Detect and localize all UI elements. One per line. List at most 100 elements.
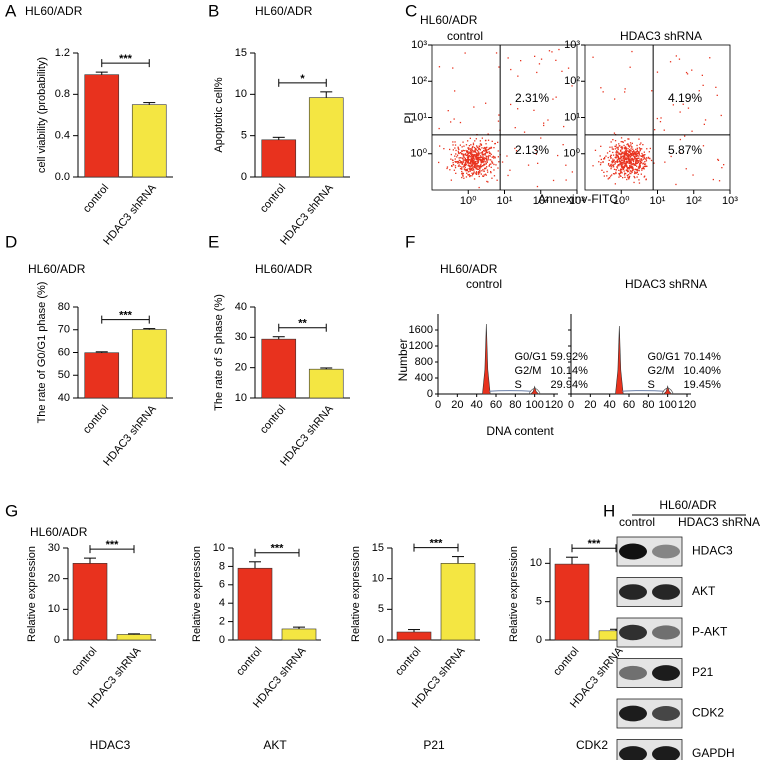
event-dot	[473, 106, 475, 108]
event-dot	[621, 141, 624, 143]
event-dot	[612, 160, 614, 162]
event-dot	[610, 154, 612, 156]
event-dot	[468, 145, 471, 147]
event-dot	[462, 172, 464, 175]
event-dot	[626, 157, 628, 159]
event-dot	[543, 124, 545, 127]
significance-label: *	[300, 73, 305, 85]
event-dot	[468, 159, 470, 161]
phase-percent: 10.14%	[551, 365, 589, 377]
event-dot	[476, 164, 478, 166]
y-axis-label: Relative expression	[26, 546, 38, 642]
panel-label: D	[5, 232, 17, 251]
event-dot	[458, 162, 460, 164]
event-dot	[628, 174, 630, 176]
event-dot	[473, 155, 475, 157]
y-axis-label: Apoptotic cell%	[213, 77, 225, 152]
event-dot	[607, 164, 610, 166]
event-dot	[473, 158, 475, 160]
event-dot	[478, 153, 481, 155]
event-dot	[639, 155, 641, 157]
event-dot	[479, 158, 481, 160]
event-dot	[479, 166, 482, 168]
y-tick-label: 10	[235, 88, 247, 100]
event-dot	[624, 146, 627, 148]
event-dot	[458, 159, 460, 161]
event-dot	[466, 162, 469, 164]
event-dot	[618, 158, 620, 160]
event-dot	[483, 147, 485, 149]
event-dot	[471, 163, 474, 165]
event-dot	[478, 156, 481, 159]
event-dot	[536, 185, 539, 188]
y-tick-label: 5	[378, 603, 384, 615]
event-dot	[464, 158, 466, 160]
event-dot	[452, 164, 455, 166]
event-dot	[640, 162, 642, 164]
event-dot	[453, 118, 455, 120]
event-dot	[497, 150, 499, 152]
event-dot	[615, 172, 617, 175]
event-dot	[604, 156, 606, 159]
event-dot	[691, 69, 693, 71]
event-dot	[443, 148, 445, 150]
event-dot	[465, 149, 467, 152]
event-dot	[638, 168, 640, 170]
blot-band	[652, 544, 680, 559]
x-tick-label: 10⁰	[460, 195, 477, 207]
event-dot	[481, 137, 483, 139]
event-dot	[620, 149, 622, 151]
event-dot	[620, 168, 622, 170]
event-dot	[482, 155, 484, 157]
event-dot	[685, 71, 688, 74]
event-dot	[618, 165, 620, 167]
significance-label: ***	[119, 53, 133, 65]
event-dot	[645, 158, 647, 160]
event-dot	[481, 154, 483, 156]
event-dot	[634, 156, 636, 158]
event-dot	[571, 171, 573, 173]
event-dot	[487, 157, 489, 159]
event-dot	[456, 154, 459, 156]
event-dot	[494, 143, 496, 145]
event-dot	[634, 172, 636, 174]
event-dot	[477, 171, 480, 174]
event-dot	[482, 168, 484, 171]
event-dot	[616, 153, 618, 155]
event-dot	[474, 151, 477, 153]
event-dot	[459, 160, 461, 162]
event-dot	[456, 156, 458, 158]
event-dot	[466, 168, 468, 170]
event-dot	[495, 52, 498, 54]
phase-name: S	[648, 379, 655, 391]
event-dot	[468, 147, 470, 149]
event-dot	[487, 181, 489, 183]
x-tick-label: 0	[568, 399, 574, 411]
event-dot	[634, 172, 636, 175]
event-dot	[619, 145, 621, 147]
event-dot	[466, 159, 468, 162]
event-dot	[685, 168, 687, 170]
event-dot	[487, 148, 490, 151]
event-dot	[630, 158, 632, 160]
event-dot	[613, 159, 615, 161]
x-tick-label: control	[258, 182, 288, 215]
event-dot	[484, 153, 486, 155]
event-dot	[623, 163, 625, 165]
event-dot	[462, 166, 464, 168]
event-dot	[623, 159, 625, 161]
event-dot	[615, 157, 617, 159]
event-dot	[462, 161, 465, 163]
event-dot	[473, 159, 475, 161]
event-dot	[594, 149, 597, 151]
x-axis-label: DNA content	[486, 424, 554, 438]
event-dot	[615, 151, 617, 153]
phase-name: G2/M	[648, 365, 675, 377]
event-dot	[446, 167, 448, 170]
event-dot	[626, 155, 628, 158]
event-dot	[477, 162, 479, 164]
event-dot	[629, 167, 631, 169]
event-dot	[486, 159, 488, 161]
event-dot	[616, 151, 618, 153]
y-tick-label: 40	[58, 392, 70, 404]
